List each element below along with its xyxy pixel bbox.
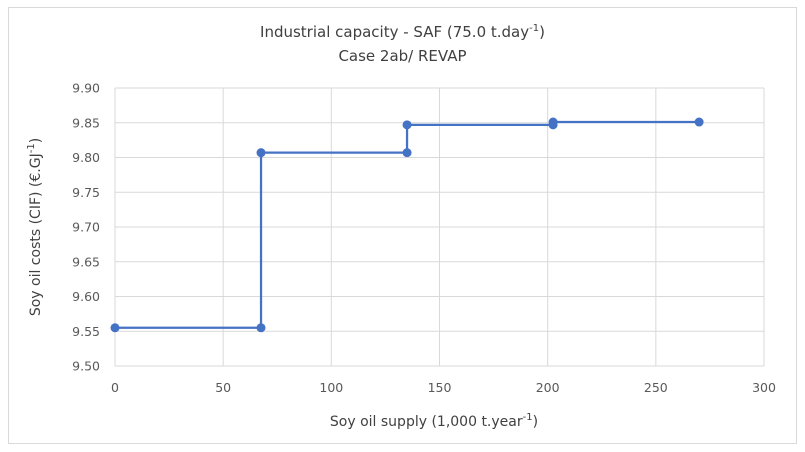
data-point: [256, 148, 266, 158]
y-tick-label: 9.50: [72, 359, 100, 374]
data-point: [402, 148, 412, 158]
x-tick-label: 250: [644, 380, 668, 395]
data-point: [256, 323, 266, 333]
chart-frame: [8, 7, 797, 444]
x-tick-label: 0: [111, 380, 119, 395]
x-tick-label: 200: [536, 380, 560, 395]
x-axis-title: Soy oil supply (1,000 t.year-1): [330, 412, 538, 430]
y-tick-label: 9.90: [72, 81, 100, 96]
chart-title: Industrial capacity - SAF (75.0 t.day-1): [260, 23, 545, 41]
y-tick-label: 9.55: [72, 324, 100, 339]
x-tick-label: 150: [428, 380, 452, 395]
data-point: [402, 120, 412, 130]
y-tick-label: 9.60: [72, 289, 100, 304]
chart-subtitle: Case 2ab/ REVAP: [338, 47, 467, 65]
y-tick-label: 9.75: [72, 185, 100, 200]
data-point: [694, 117, 704, 127]
y-tick-label: 9.65: [72, 254, 100, 269]
x-tick-label: 100: [319, 380, 343, 395]
data-point: [110, 323, 120, 333]
y-axis-title: Soy oil costs (CIF) (€.GJ-1): [26, 138, 44, 316]
data-point: [548, 117, 558, 127]
y-tick-label: 9.80: [72, 150, 100, 165]
x-tick-label: 50: [215, 380, 231, 395]
y-tick-label: 9.85: [72, 115, 100, 130]
x-tick-label: 300: [752, 380, 776, 395]
y-tick-label: 9.70: [72, 220, 100, 235]
